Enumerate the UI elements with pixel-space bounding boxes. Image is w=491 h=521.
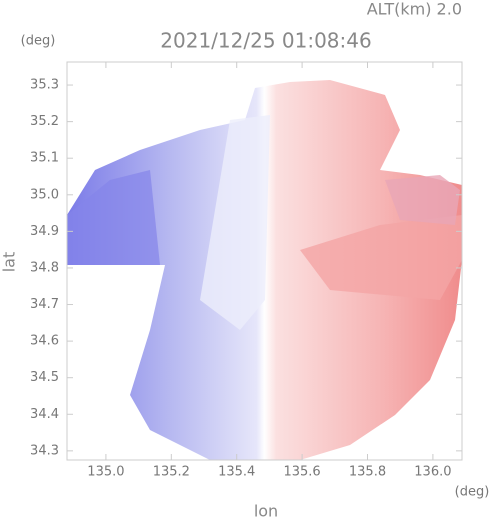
- y-tick-label: 34.4: [30, 407, 59, 422]
- chart-title: 2021/12/25 01:08:46: [160, 29, 371, 53]
- velocity-patch: [67, 170, 160, 265]
- x-tick-label: 135.2: [153, 465, 190, 480]
- x-tick-label: 135.8: [349, 465, 386, 480]
- y-tick-label: 34.8: [30, 260, 59, 275]
- y-unit: (deg): [21, 34, 56, 49]
- x-tick-label: 135.4: [218, 465, 255, 480]
- altitude-label: ALT(km) 2.0: [367, 0, 462, 19]
- y-tick-label: 34.6: [30, 334, 59, 349]
- y-tick-label: 34.9: [30, 224, 59, 239]
- velocity-patch: [385, 175, 460, 225]
- velocity-patch: [200, 115, 270, 330]
- y-tick-label: 34.3: [30, 443, 59, 458]
- y-tick-label: 35.3: [30, 78, 59, 93]
- y-axis-title: lat: [0, 252, 19, 273]
- radar-field: [67, 80, 462, 460]
- x-unit: (deg): [455, 485, 490, 500]
- x-tick-label: 135.0: [87, 465, 124, 480]
- y-tick-label: 34.5: [30, 370, 59, 385]
- y-tick-label: 35.2: [30, 114, 59, 129]
- y-tick-label: 35.1: [30, 151, 59, 166]
- plot-frame: [66, 61, 463, 461]
- y-tick-label: 35.0: [30, 187, 59, 202]
- x-tick-label: 136.0: [414, 465, 451, 480]
- x-axis-title: lon: [254, 502, 278, 521]
- velocity-patch: [300, 215, 462, 300]
- y-tick-label: 34.7: [30, 297, 59, 312]
- x-tick-label: 135.6: [283, 465, 320, 480]
